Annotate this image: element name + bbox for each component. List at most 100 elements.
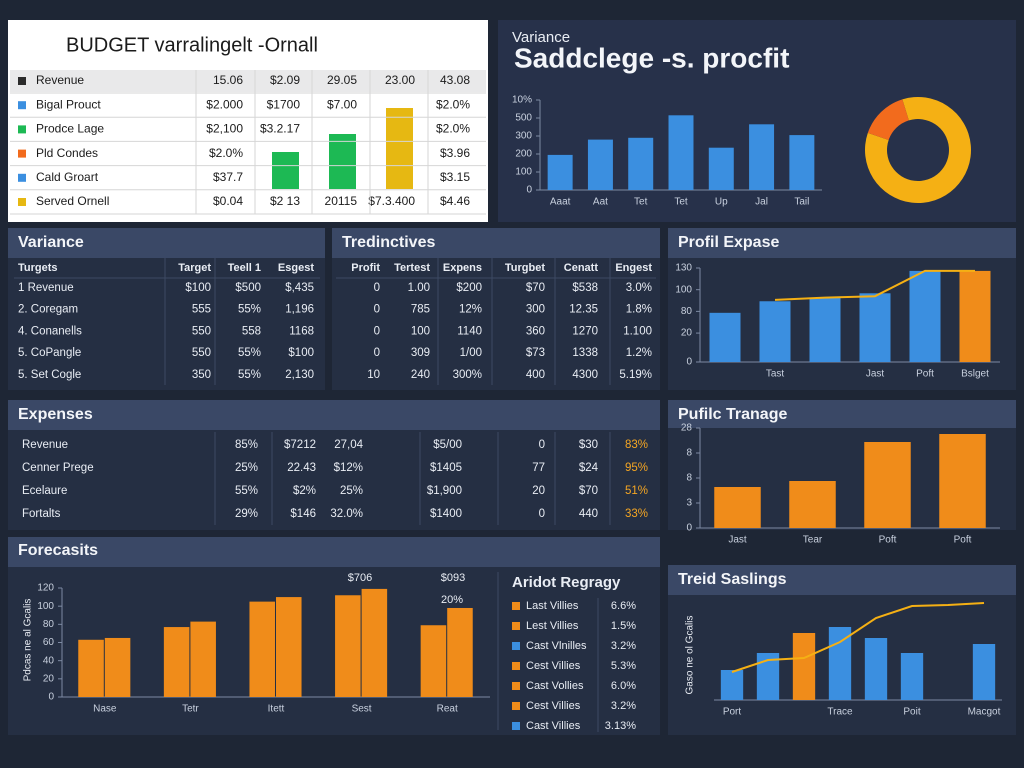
column-header: Esgest — [278, 262, 314, 274]
chart-title: Saddclege -s. procfit — [514, 42, 789, 73]
row-marker — [18, 77, 26, 85]
cell: 33% — [625, 508, 648, 520]
cell: $2% — [293, 485, 316, 497]
panel-body — [8, 258, 325, 390]
bar — [972, 644, 996, 700]
chart-title: Treid Saslings — [678, 571, 787, 588]
cell: 1/00 — [460, 347, 482, 359]
list-label: Last Villies — [526, 600, 579, 612]
list-icon — [512, 602, 520, 610]
cell: $5/00 — [433, 439, 462, 451]
bar — [335, 595, 361, 697]
cell: 55% — [235, 485, 258, 497]
budget-title: BUDGET varralingelt -Ornall — [66, 34, 318, 56]
cell: $2.0% — [436, 97, 470, 111]
bar — [708, 147, 734, 190]
bar — [190, 621, 216, 697]
cell: Revenue — [22, 439, 68, 451]
bar — [900, 653, 924, 700]
donut-slice — [867, 99, 909, 141]
panel-body — [332, 258, 660, 390]
list-label: Cast Villies — [526, 720, 581, 732]
cell: $200 — [456, 282, 482, 294]
column-header: Teell 1 — [228, 262, 261, 274]
x-tick-label: Macgot — [968, 707, 1001, 718]
cell: Cenner Prege — [22, 462, 94, 474]
cell: 558 — [242, 325, 261, 337]
list-icon — [512, 662, 520, 670]
cell: 32.0% — [330, 508, 363, 520]
bar — [720, 670, 744, 700]
annotation: $706 — [348, 572, 372, 584]
cell: 0 — [374, 325, 380, 337]
list-icon — [512, 722, 520, 730]
list-value: 3.2% — [611, 640, 636, 652]
column-header: Engest — [615, 262, 652, 274]
chart-title: Pufilc Tranage — [678, 406, 787, 423]
bar — [789, 481, 836, 528]
list-label: Cest Villies — [526, 660, 581, 672]
y-tick-label: 3 — [686, 498, 692, 509]
cell: 1,196 — [285, 304, 314, 316]
bar — [714, 487, 761, 528]
list-label: Cest Villies — [526, 700, 581, 712]
bar — [420, 625, 447, 697]
budget-bar — [272, 152, 299, 189]
x-tick-label: Jast — [728, 535, 747, 546]
list-title: Aridot Regragy — [512, 574, 621, 591]
list-value: 1.5% — [611, 620, 636, 632]
x-tick-label: Port — [723, 707, 742, 718]
bar — [864, 442, 911, 528]
cell: 95% — [625, 462, 648, 474]
panel-title: Variance — [18, 234, 84, 251]
bar — [864, 638, 888, 700]
line — [731, 602, 985, 673]
y-tick-label: 120 — [37, 583, 54, 594]
cell: 10 — [367, 369, 380, 381]
cell: $30 — [579, 439, 598, 451]
y-tick-label: 28 — [681, 423, 693, 434]
panel-header — [668, 228, 1016, 258]
bar — [709, 312, 741, 362]
cell: 785 — [411, 304, 430, 316]
line — [774, 269, 975, 301]
y-tick-label: 0 — [686, 523, 692, 534]
list-icon — [512, 682, 520, 690]
cell: 400 — [526, 369, 545, 381]
cell: 55% — [238, 304, 261, 316]
cell: $3.15 — [440, 170, 470, 184]
cell: 0 — [539, 439, 545, 451]
row-marker — [18, 101, 26, 110]
y-tick-label: 500 — [515, 113, 532, 124]
cell: $4.46 — [440, 194, 470, 208]
cell: 12.35 — [569, 304, 598, 316]
cell: Ecelaure — [22, 485, 67, 497]
bar — [756, 653, 780, 700]
cell: 5. Set Cogle — [18, 369, 81, 381]
list-icon — [512, 622, 520, 630]
list-label: Lest Villies — [526, 620, 579, 632]
cell: $2.000 — [206, 97, 243, 111]
bar — [547, 154, 573, 190]
cell: 309 — [411, 347, 430, 359]
cell: $70 — [579, 485, 598, 497]
cell: 0 — [539, 508, 545, 520]
cell: 29% — [235, 508, 258, 520]
x-tick-label: Poft — [879, 535, 897, 546]
donut-slice — [865, 96, 972, 204]
cell: $37.7 — [213, 170, 243, 184]
budget-bar — [386, 108, 413, 189]
x-tick-label: Tet — [674, 197, 688, 208]
row-name: Revenue — [36, 73, 84, 87]
y-tick-label: 0 — [526, 185, 532, 196]
x-tick-label: Nase — [93, 704, 117, 715]
list-label: Cast Vollies — [526, 680, 584, 692]
panel-header — [332, 228, 660, 258]
cell: 5.19% — [619, 369, 652, 381]
cell: $24 — [579, 462, 599, 474]
y-tick-label: 0 — [686, 357, 692, 368]
row-name: Cald Groart — [36, 170, 99, 184]
x-tick-label: Tast — [766, 369, 785, 380]
x-tick-label: Up — [715, 197, 728, 208]
panel-title: Tredinctives — [342, 234, 435, 251]
